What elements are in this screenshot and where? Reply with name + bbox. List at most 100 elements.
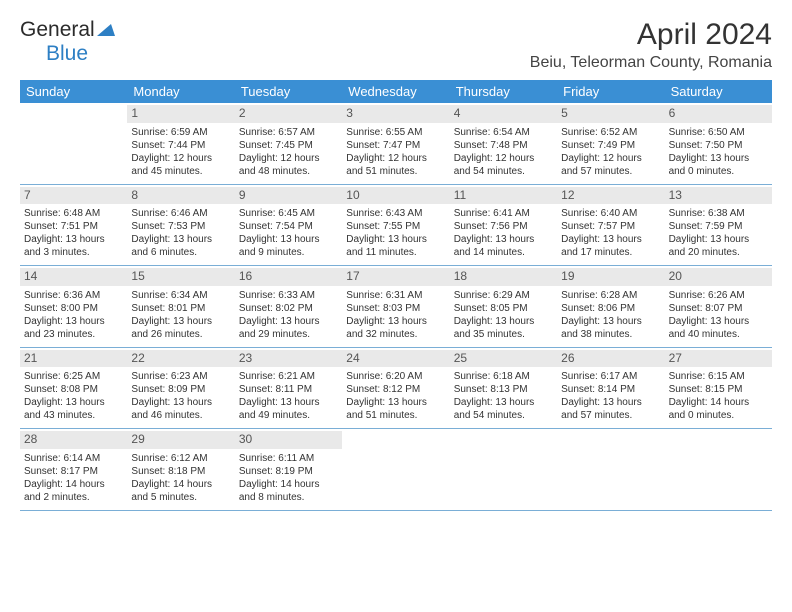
sunset-text: Sunset: 8:06 PM <box>561 302 660 315</box>
day-cell: 18 Sunrise: 6:29 AMSunset: 8:05 PMDayligh… <box>450 266 557 347</box>
day-info: Sunrise: 6:20 AMSunset: 8:12 PMDaylight:… <box>346 370 445 422</box>
daylight-text: Daylight: 12 hours and 51 minutes. <box>346 152 445 178</box>
day-info: Sunrise: 6:33 AMSunset: 8:02 PMDaylight:… <box>239 289 338 341</box>
day-number: 23 <box>235 350 342 368</box>
day-info: Sunrise: 6:28 AMSunset: 8:06 PMDaylight:… <box>561 289 660 341</box>
daylight-text: Daylight: 13 hours and 17 minutes. <box>561 233 660 259</box>
day-number: 14 <box>20 268 127 286</box>
sunset-text: Sunset: 7:50 PM <box>669 139 768 152</box>
sunrise-text: Sunrise: 6:21 AM <box>239 370 338 383</box>
sunset-text: Sunset: 8:07 PM <box>669 302 768 315</box>
sunset-text: Sunset: 8:01 PM <box>131 302 230 315</box>
day-number: 28 <box>20 431 127 449</box>
sunset-text: Sunset: 7:51 PM <box>24 220 123 233</box>
daylight-text: Daylight: 13 hours and 0 minutes. <box>669 152 768 178</box>
sunset-text: Sunset: 8:09 PM <box>131 383 230 396</box>
day-info: Sunrise: 6:50 AMSunset: 7:50 PMDaylight:… <box>669 126 768 178</box>
sunset-text: Sunset: 8:03 PM <box>346 302 445 315</box>
day-number: 5 <box>557 105 664 123</box>
sunrise-text: Sunrise: 6:50 AM <box>669 126 768 139</box>
sunrise-text: Sunrise: 6:59 AM <box>131 126 230 139</box>
day-info: Sunrise: 6:59 AMSunset: 7:44 PMDaylight:… <box>131 126 230 178</box>
day-number: 18 <box>450 268 557 286</box>
week-row: 7 Sunrise: 6:48 AMSunset: 7:51 PM Daylight… <box>20 185 772 267</box>
day-cell: 16Sunrise: 6:33 AMSunset: 8:02 PMDayligh… <box>235 266 342 347</box>
day-cell: 6Sunrise: 6:50 AMSunset: 7:50 PMDaylight… <box>665 103 772 184</box>
day-cell: 11 Sunrise: 6:41 AMSunset: 7:56 PMDayligh… <box>450 185 557 266</box>
month-title: April 2024 <box>530 18 772 52</box>
day-info: Sunrise: 6:15 AMSunset: 8:15 PMDaylight:… <box>669 370 768 422</box>
daylight-text: Daylight: 12 hours and 57 minutes. <box>561 152 660 178</box>
sunrise-text: Sunrise: 6:48 AM <box>24 207 123 220</box>
day-number: 7 <box>20 187 127 205</box>
sunrise-text: Sunrise: 6:52 AM <box>561 126 660 139</box>
daylight-text: Daylight: 14 hours and 5 minutes. <box>131 478 230 504</box>
day-cell: 15Sunrise: 6:34 AMSunset: 8:01 PMDayligh… <box>127 266 234 347</box>
daylight-text: Daylight: 13 hours and 46 minutes. <box>131 396 230 422</box>
day-info: Sunrise: 6:17 AMSunset: 8:14 PMDaylight:… <box>561 370 660 422</box>
sunset-text: Sunset: 7:47 PM <box>346 139 445 152</box>
daylight-text: Daylight: 12 hours and 45 minutes. <box>131 152 230 178</box>
daylight-text: Daylight: 14 hours and 2 minutes. <box>24 478 123 504</box>
dayhead-mon: Monday <box>127 80 234 103</box>
logo-word1: General <box>20 18 95 41</box>
day-info: Sunrise: 6:14 AMSunset: 8:17 PMDaylight:… <box>24 452 123 504</box>
sunrise-text: Sunrise: 6:29 AM <box>454 289 553 302</box>
title-block: April 2024 Beiu, Teleorman County, Roman… <box>530 18 772 72</box>
sunrise-text: Sunrise: 6:36 AM <box>24 289 123 302</box>
day-info: Sunrise: 6:25 AMSunset: 8:08 PMDaylight:… <box>24 370 123 422</box>
daylight-text: Daylight: 13 hours and 49 minutes. <box>239 396 338 422</box>
day-cell: 19Sunrise: 6:28 AMSunset: 8:06 PMDayligh… <box>557 266 664 347</box>
dayhead-fri: Friday <box>557 80 664 103</box>
daylight-text: Daylight: 12 hours and 48 minutes. <box>239 152 338 178</box>
day-cell: 12Sunrise: 6:40 AMSunset: 7:57 PMDayligh… <box>557 185 664 266</box>
sunrise-text: Sunrise: 6:15 AM <box>669 370 768 383</box>
day-info: Sunrise: 6:38 AMSunset: 7:59 PMDaylight:… <box>669 207 768 259</box>
dayhead-thu: Thursday <box>450 80 557 103</box>
day-number: 27 <box>665 350 772 368</box>
day-info: Sunrise: 6:36 AMSunset: 8:00 PMDaylight:… <box>24 289 123 341</box>
day-info: Sunrise: 6:46 AMSunset: 7:53 PMDaylight:… <box>131 207 230 259</box>
day-info: Sunrise: 6:41 AMSunset: 7:56 PMDaylight:… <box>454 207 553 259</box>
day-number: 25 <box>450 350 557 368</box>
sunrise-text: Sunrise: 6:43 AM <box>346 207 445 220</box>
sunrise-text: Sunrise: 6:38 AM <box>669 207 768 220</box>
day-info: Sunrise: 6:57 AMSunset: 7:45 PMDaylight:… <box>239 126 338 178</box>
day-cell: 27 Sunrise: 6:15 AMSunset: 8:15 PMDayligh… <box>665 348 772 429</box>
daylight-text: Daylight: 13 hours and 35 minutes. <box>454 315 553 341</box>
daylight-text: Daylight: 13 hours and 23 minutes. <box>24 315 123 341</box>
day-number: 11 <box>450 187 557 205</box>
day-info: Sunrise: 6:29 AMSunset: 8:05 PMDaylight:… <box>454 289 553 341</box>
sunset-text: Sunset: 8:12 PM <box>346 383 445 396</box>
day-info: Sunrise: 6:26 AMSunset: 8:07 PMDaylight:… <box>669 289 768 341</box>
sunrise-text: Sunrise: 6:40 AM <box>561 207 660 220</box>
daylight-text: Daylight: 13 hours and 43 minutes. <box>24 396 123 422</box>
sunrise-text: Sunrise: 6:18 AM <box>454 370 553 383</box>
week-row: 21Sunrise: 6:25 AMSunset: 8:08 PMDayligh… <box>20 348 772 430</box>
sunrise-text: Sunrise: 6:28 AM <box>561 289 660 302</box>
sunset-text: Sunset: 8:19 PM <box>239 465 338 478</box>
logo-text: General Blue <box>20 18 115 66</box>
logo-triangle-icon <box>97 18 115 42</box>
sunset-text: Sunset: 8:18 PM <box>131 465 230 478</box>
day-cell: 25Sunrise: 6:18 AMSunset: 8:13 PMDayligh… <box>450 348 557 429</box>
logo-word2: Blue <box>46 42 88 65</box>
day-cell <box>20 103 127 184</box>
header: General Blue April 2024 Beiu, Teleorman … <box>20 18 772 72</box>
daylight-text: Daylight: 14 hours and 0 minutes. <box>669 396 768 422</box>
daylight-text: Daylight: 12 hours and 54 minutes. <box>454 152 553 178</box>
day-cell: 24Sunrise: 6:20 AMSunset: 8:12 PMDayligh… <box>342 348 449 429</box>
day-cell: 13Sunrise: 6:38 AMSunset: 7:59 PMDayligh… <box>665 185 772 266</box>
day-cell: 10Sunrise: 6:43 AMSunset: 7:55 PMDayligh… <box>342 185 449 266</box>
day-number: 2 <box>235 105 342 123</box>
day-number: 22 <box>127 350 234 368</box>
dayhead-sun: Sunday <box>20 80 127 103</box>
sunset-text: Sunset: 7:53 PM <box>131 220 230 233</box>
sunset-text: Sunset: 8:17 PM <box>24 465 123 478</box>
sunset-text: Sunset: 7:48 PM <box>454 139 553 152</box>
sunset-text: Sunset: 8:05 PM <box>454 302 553 315</box>
day-number: 12 <box>557 187 664 205</box>
calendar: Sunday Monday Tuesday Wednesday Thursday… <box>20 80 772 511</box>
day-info: Sunrise: 6:23 AMSunset: 8:09 PMDaylight:… <box>131 370 230 422</box>
day-number: 26 <box>557 350 664 368</box>
